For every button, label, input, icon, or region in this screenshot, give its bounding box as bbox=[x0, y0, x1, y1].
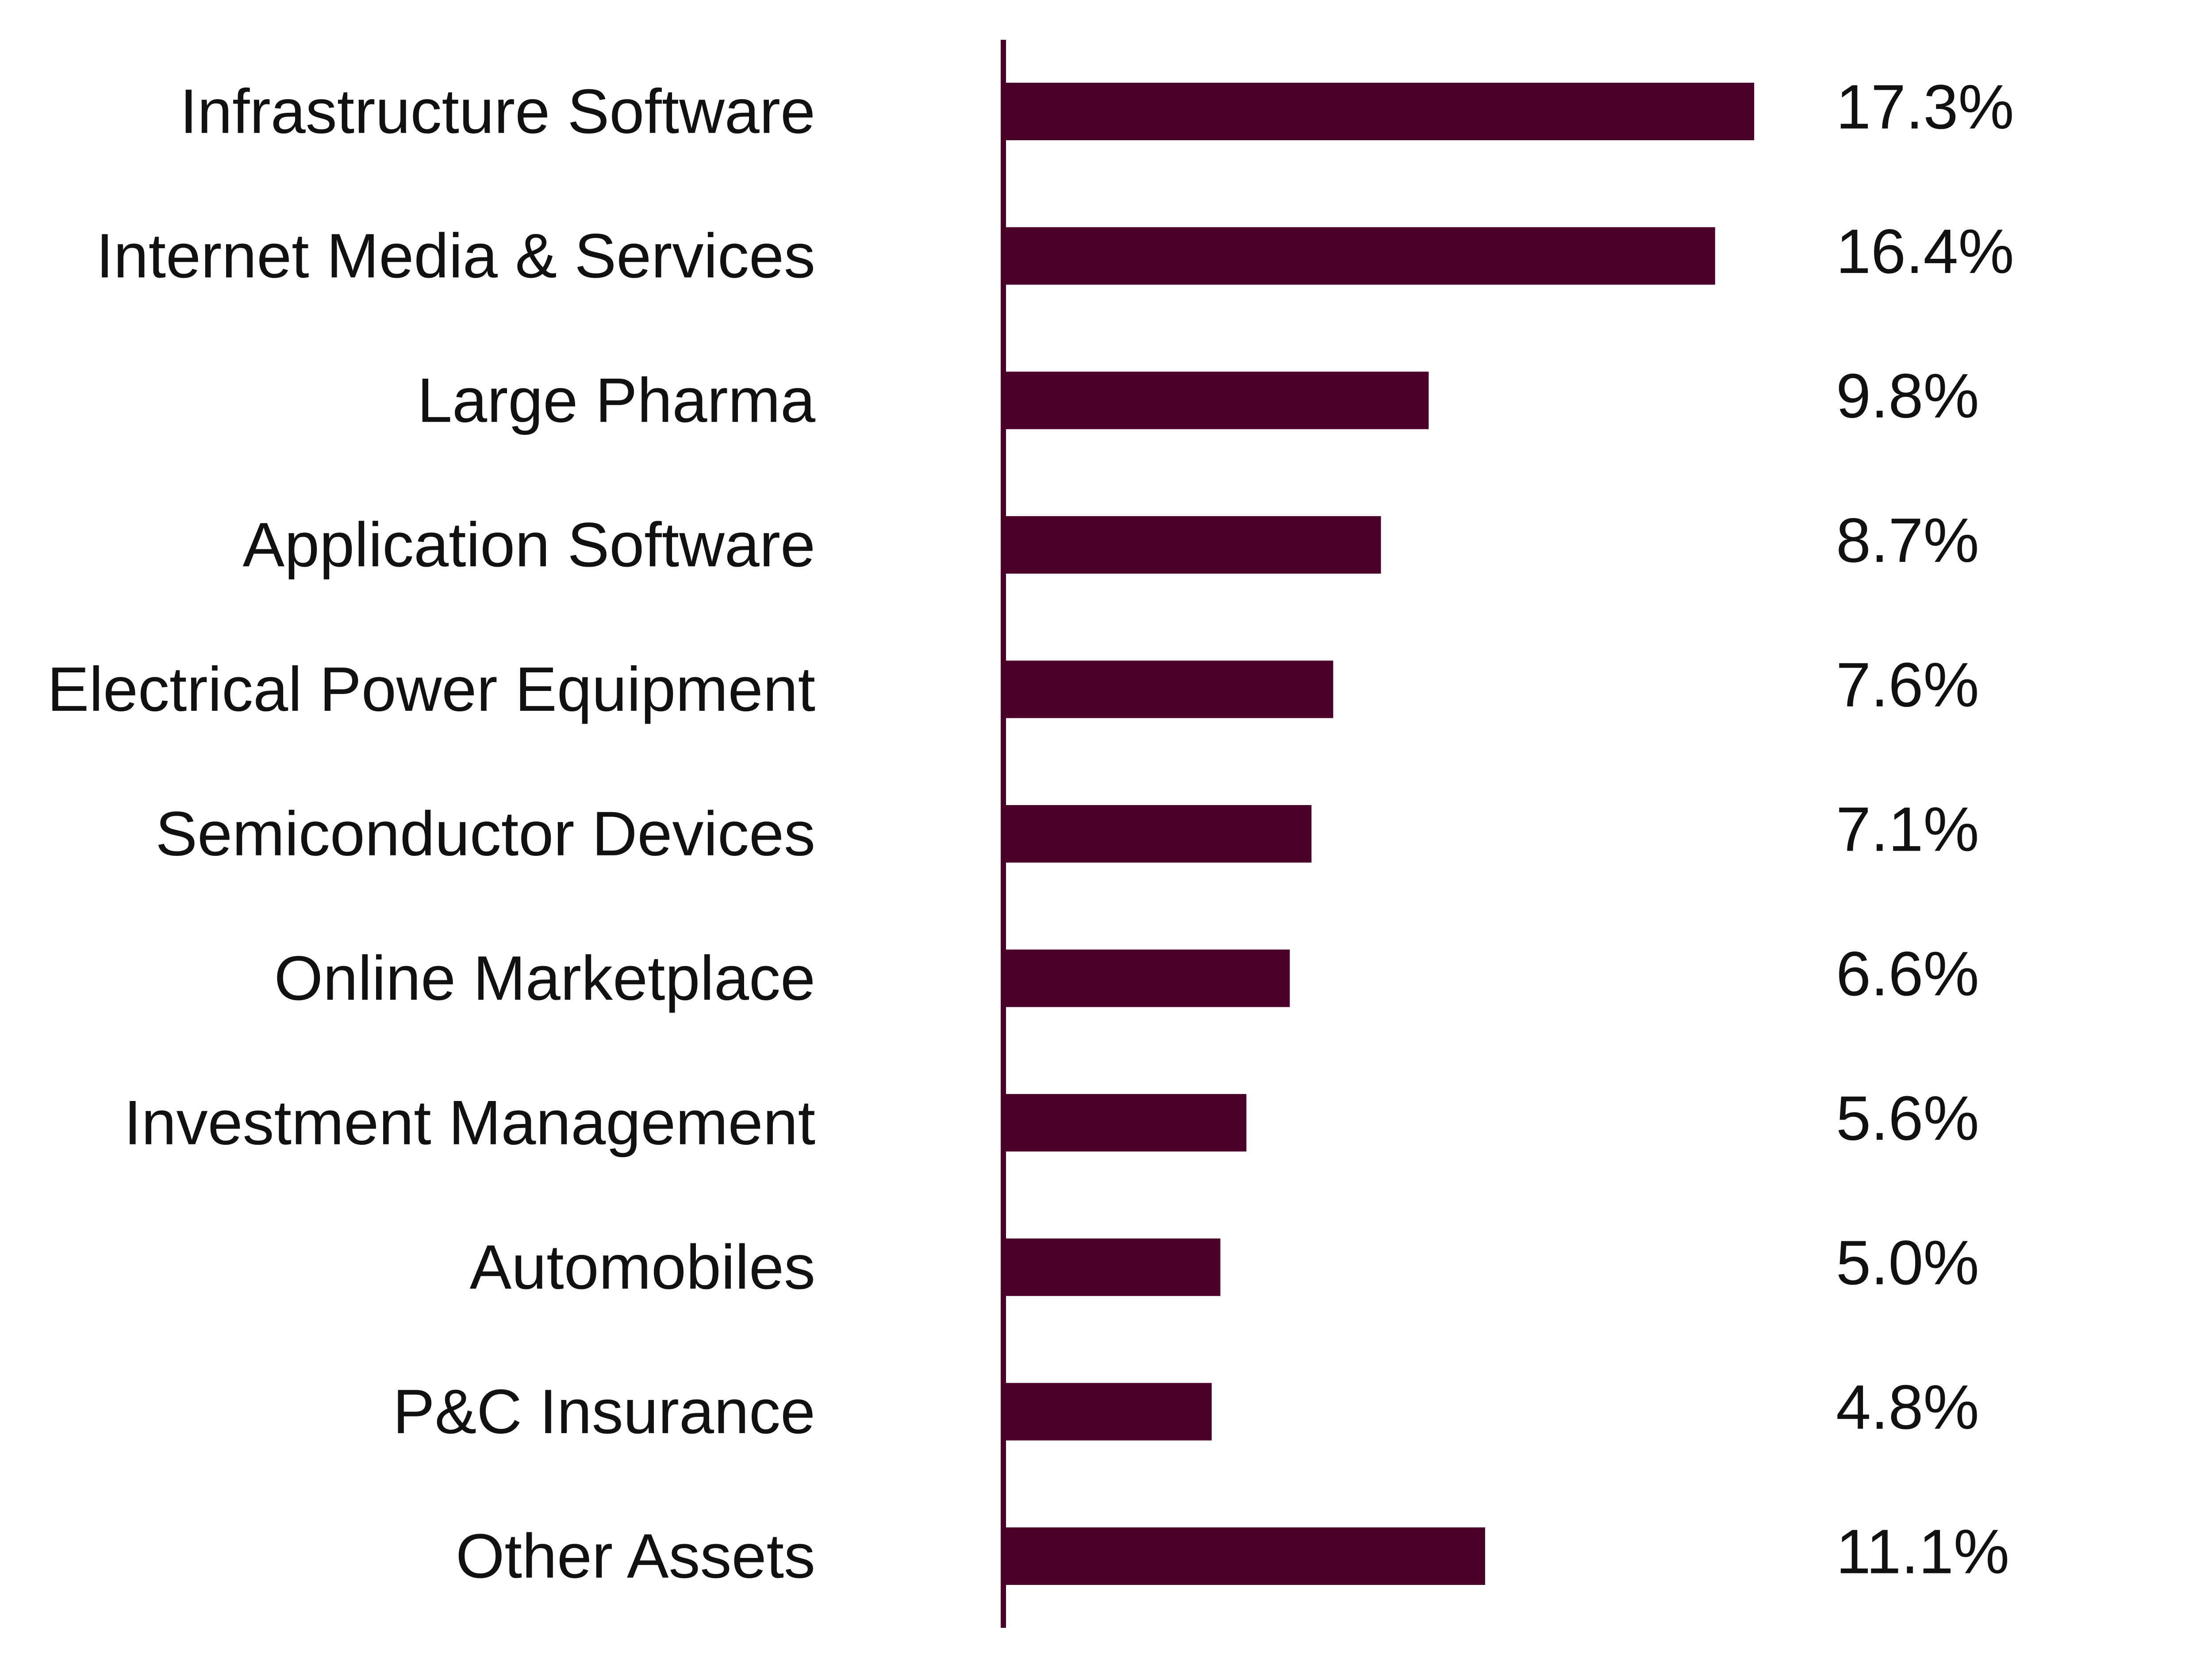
value-label: 5.0% bbox=[1836, 1228, 1979, 1298]
category-label: Semiconductor Devices bbox=[155, 799, 815, 869]
bar bbox=[1003, 372, 1429, 430]
bar bbox=[1003, 1383, 1212, 1441]
category-label: Other Assets bbox=[456, 1521, 815, 1592]
category-label: Internet Media & Services bbox=[96, 221, 815, 291]
value-label: 6.6% bbox=[1836, 939, 1979, 1009]
value-label: 7.1% bbox=[1836, 794, 1979, 865]
category-label: Investment Management bbox=[124, 1088, 815, 1158]
value-label: 7.6% bbox=[1836, 650, 1979, 720]
category-label: P&C Insurance bbox=[393, 1377, 815, 1447]
category-label: Electrical Power Equipment bbox=[47, 654, 815, 725]
value-label: 5.6% bbox=[1836, 1083, 1979, 1154]
value-label: 4.8% bbox=[1836, 1372, 1979, 1442]
category-label: Infrastructure Software bbox=[180, 77, 815, 147]
value-label: 8.7% bbox=[1836, 505, 1979, 575]
bar bbox=[1003, 1094, 1247, 1152]
bar bbox=[1003, 660, 1333, 718]
value-label: 16.4% bbox=[1836, 216, 2014, 287]
category-labels: Infrastructure Software Internet Media & … bbox=[47, 77, 815, 1592]
value-label: 11.1% bbox=[1836, 1517, 2009, 1587]
category-label: Automobiles bbox=[470, 1232, 815, 1302]
category-label: Application Software bbox=[242, 510, 815, 580]
value-label: 9.8% bbox=[1836, 361, 1979, 431]
bar bbox=[1003, 1238, 1221, 1296]
bar bbox=[1003, 805, 1312, 863]
bar bbox=[1003, 516, 1381, 574]
value-labels: 17.3% 16.4% 9.8% 8.7% 7.6% 7.1% 6.6% 5.6% 5.0% 4.… bbox=[1836, 72, 2014, 1587]
bar bbox=[1003, 83, 1755, 140]
category-label: Large Pharma bbox=[417, 365, 815, 436]
bars-layer bbox=[1003, 83, 1755, 1585]
value-label: 17.3% bbox=[1836, 72, 2014, 142]
category-label: Online Marketplace bbox=[274, 943, 815, 1013]
bar bbox=[1003, 227, 1715, 285]
bar bbox=[1003, 949, 1290, 1007]
bar bbox=[1003, 1527, 1485, 1585]
